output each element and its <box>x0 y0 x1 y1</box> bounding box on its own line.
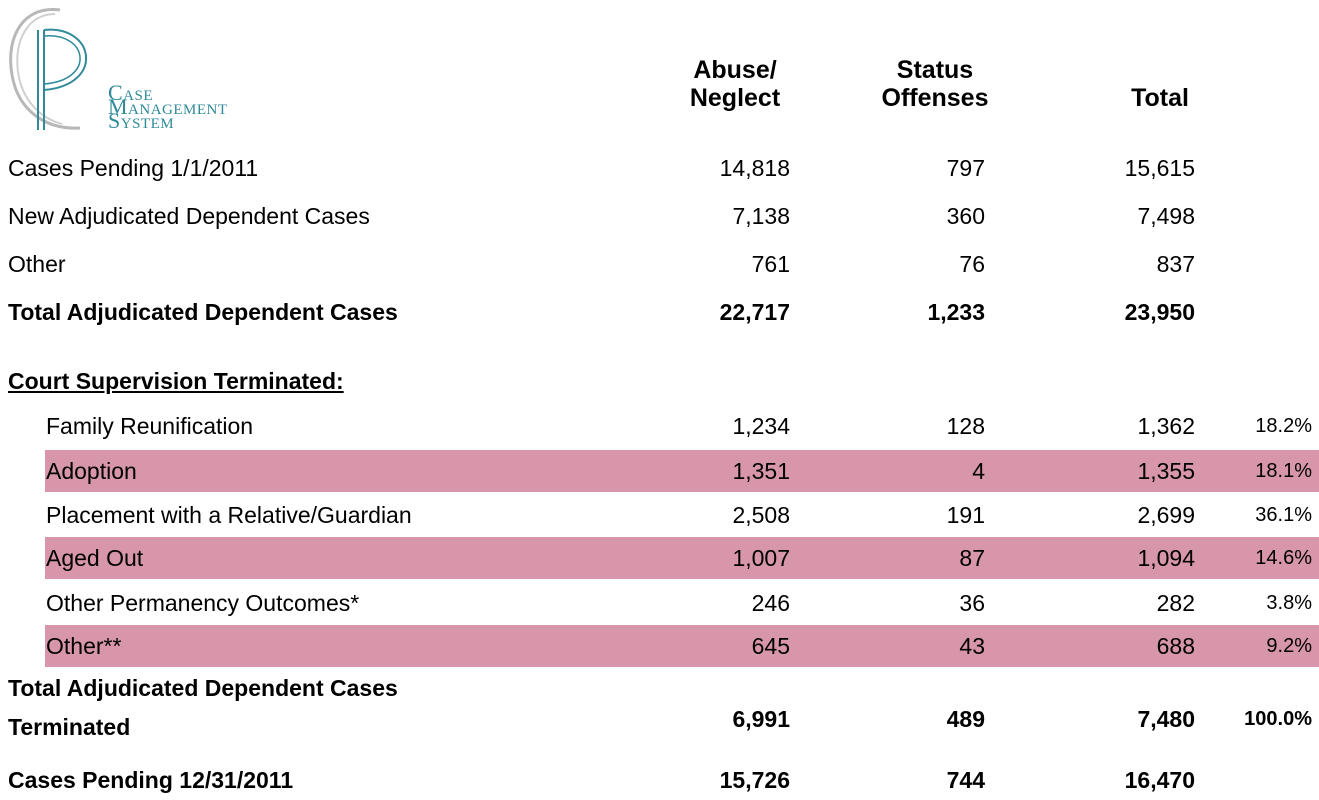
cell: 76 <box>959 251 985 277</box>
column-header: Neglect <box>689 84 781 112</box>
cell: 16,470 <box>1124 767 1195 793</box>
cell: 1,007 <box>732 545 790 571</box>
row-label: Total Adjudicated Dependent Cases <box>8 299 398 325</box>
highlight-band <box>45 450 1319 492</box>
percent: 18.2% <box>1255 415 1312 437</box>
percent: 14.6% <box>1255 547 1312 569</box>
row-label: Aged Out <box>46 545 144 571</box>
row-label: Adoption <box>46 458 137 484</box>
logo-text: System <box>108 108 175 133</box>
cell: 837 <box>1156 251 1195 277</box>
column-header: Abuse/ <box>693 56 777 84</box>
cell: 688 <box>1156 633 1195 659</box>
section-title: Court Supervision Terminated: <box>8 368 344 394</box>
cell: 1,233 <box>927 299 985 325</box>
row-label: Other** <box>46 633 122 659</box>
percent: 9.2% <box>1266 635 1312 657</box>
cell: 2,699 <box>1137 502 1195 528</box>
cell: 22,717 <box>719 299 790 325</box>
cell: 23,950 <box>1124 299 1195 325</box>
column-header: Status <box>896 56 974 84</box>
cell: 645 <box>751 633 790 659</box>
logo-text: Management <box>108 94 228 119</box>
percent: 36.1% <box>1255 504 1312 526</box>
cell: 43 <box>959 633 985 659</box>
row-label: Other Permanency Outcomes* <box>46 590 360 616</box>
cell: 14,818 <box>719 155 790 181</box>
percent: 18.1% <box>1255 460 1312 482</box>
cell: 87 <box>959 545 985 571</box>
cell: 1,234 <box>732 413 790 439</box>
cell: 360 <box>946 203 985 229</box>
cell: 7,480 <box>1137 706 1195 732</box>
cell: 1,362 <box>1137 413 1195 439</box>
cell: 7,138 <box>732 203 790 229</box>
cell: 246 <box>751 590 790 616</box>
row-label: Other <box>8 251 66 277</box>
cell: 1,351 <box>732 458 790 484</box>
percent: 3.8% <box>1266 592 1312 614</box>
column-header: Total <box>1131 84 1189 112</box>
row-label: Cases Pending 1/1/2011 <box>8 155 259 181</box>
cell: 2,508 <box>732 502 790 528</box>
highlight-band <box>45 625 1319 667</box>
cell: 489 <box>946 706 985 732</box>
cell: 36 <box>959 590 985 616</box>
highlight-band <box>45 537 1319 579</box>
cell: 15,726 <box>719 767 790 793</box>
cell: 1,094 <box>1137 545 1195 571</box>
row-label: Cases Pending 12/31/2011 <box>8 767 294 793</box>
cell: 191 <box>946 502 985 528</box>
row-label: Terminated <box>8 714 131 740</box>
cell: 7,498 <box>1137 203 1195 229</box>
cell: 282 <box>1156 590 1195 616</box>
column-header: Offenses <box>881 84 989 112</box>
cell: 15,615 <box>1124 155 1195 181</box>
percent: 100.0% <box>1244 708 1312 730</box>
cell: 1,355 <box>1137 458 1195 484</box>
logo-mark <box>9 7 87 130</box>
logo-text: Case <box>108 80 154 105</box>
cell: 797 <box>946 155 985 181</box>
cell: 128 <box>946 413 985 439</box>
cell: 761 <box>751 251 790 277</box>
row-label: Placement with a Relative/Guardian <box>46 502 412 528</box>
cell: 6,991 <box>732 706 790 732</box>
cell: 744 <box>946 767 985 793</box>
cell: 4 <box>972 458 985 484</box>
row-label: New Adjudicated Dependent Cases <box>8 203 370 229</box>
row-label: Total Adjudicated Dependent Cases <box>8 675 398 701</box>
row-label: Family Reunification <box>46 413 254 439</box>
